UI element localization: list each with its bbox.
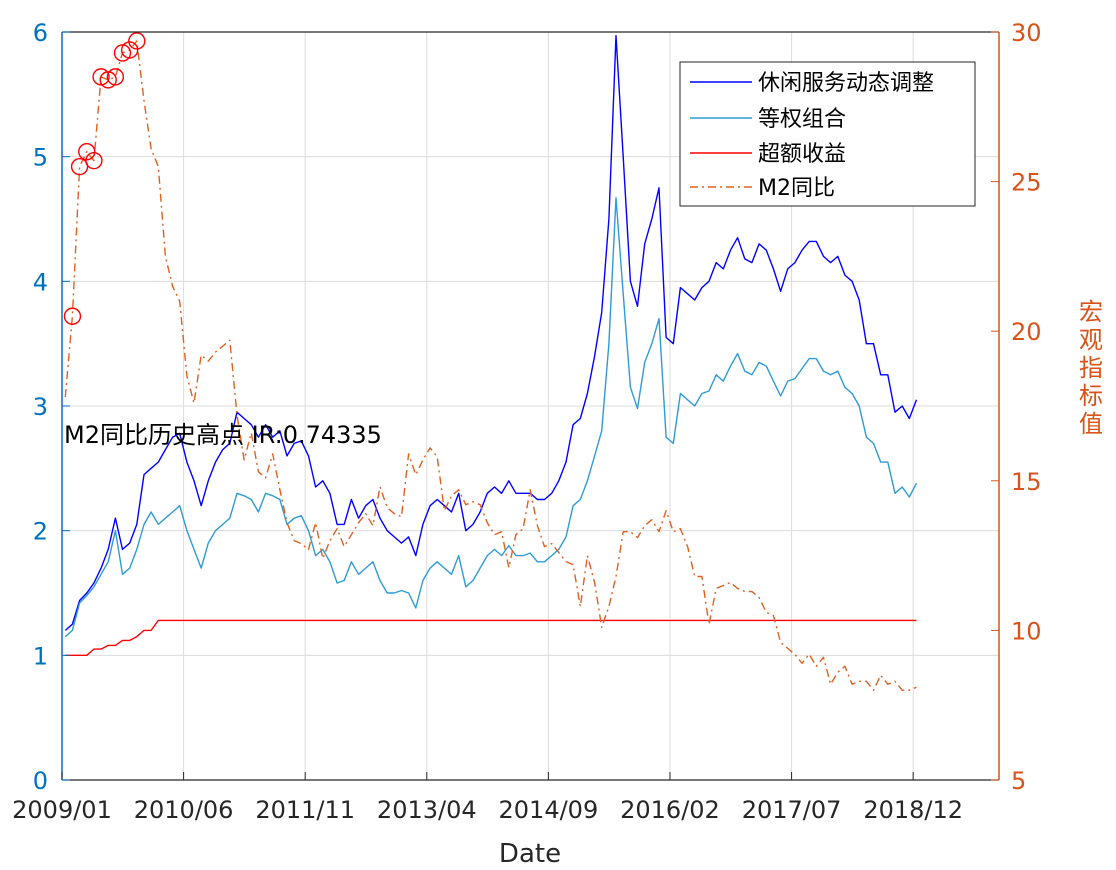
x-tick-label: 2014/09 [499, 796, 599, 824]
left-tick-label: 2 [33, 518, 48, 546]
legend-entry-series-1: 休闲服务动态调整 [758, 71, 934, 96]
right-tick-label: 15 [1011, 468, 1042, 496]
highlight-marker [78, 142, 96, 161]
x-tick-label: 2017/07 [742, 796, 842, 824]
highlight-marker [92, 68, 110, 86]
series-line-1 [64, 35, 918, 631]
legend: 休闲服务动态调整 等权组合 超额收益 M2同比 [679, 61, 976, 207]
series-line-3 [65, 619, 917, 656]
right-tick-label: 30 [1011, 19, 1042, 47]
right-tick-label: 20 [1011, 318, 1042, 346]
highlight-marker [120, 41, 139, 59]
legend-box [679, 61, 976, 207]
x-axis-label: Date [499, 839, 561, 869]
highlight-marker [99, 71, 117, 89]
series-layer [64, 35, 918, 691]
x-tick-label: 2010/06 [134, 796, 234, 824]
highlight-marker [106, 68, 125, 86]
legend-entry-series-2: 等权组合 [758, 107, 846, 132]
highlight-marker [128, 32, 146, 50]
x-tick-label: 2011/11 [255, 796, 355, 824]
left-tick-label: 6 [33, 19, 48, 47]
highlight-markers [63, 32, 146, 325]
tick-labels: 2009/01 2010/06 2011/11 2013/04 2014/09 2016/… [12, 19, 1041, 824]
series-line-2 [64, 197, 918, 638]
left-tick-label: 3 [33, 393, 48, 421]
x-tick-label: 2018/12 [863, 796, 963, 824]
left-tick-label: 5 [33, 144, 48, 172]
legend-entry-series-3: 超额收益 [758, 142, 846, 167]
highlight-marker [63, 307, 82, 325]
x-tick-label: 2009/01 [12, 796, 112, 824]
highlight-marker [113, 44, 132, 62]
chart-annotation: M2同比历史高点 IR:0.74335 [64, 421, 382, 449]
highlight-marker [85, 151, 103, 170]
legend-entry-series-4: M2同比 [758, 176, 835, 201]
right-y-axis-label: 宏观指标值 [1079, 298, 1103, 438]
series-line-4 [64, 40, 917, 691]
right-tick-label: 10 [1011, 617, 1042, 645]
x-tick-label: 2013/04 [377, 796, 477, 824]
right-tick-label: 5 [1011, 767, 1026, 795]
right-tick-label: 25 [1011, 169, 1042, 197]
left-tick-label: 4 [33, 268, 48, 296]
x-tick-label: 2016/02 [620, 796, 720, 824]
left-tick-label: 1 [33, 642, 48, 670]
left-tick-label: 0 [33, 767, 48, 795]
